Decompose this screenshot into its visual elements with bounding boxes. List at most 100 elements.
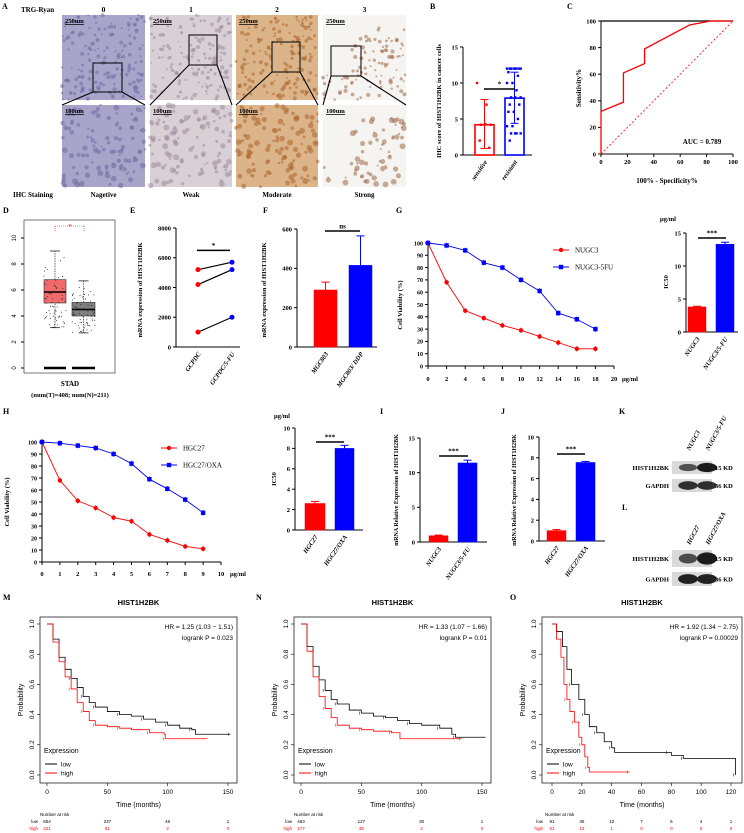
tissue-texture: [322, 81, 327, 86]
tissue-texture: [353, 171, 358, 176]
tissue-texture: [149, 94, 154, 99]
data-point: [508, 139, 511, 142]
tissue-texture: [301, 20, 304, 23]
data-point: [183, 544, 188, 549]
panel-label: B: [430, 2, 436, 11]
tissue-texture: [177, 40, 180, 43]
tissue-texture: [136, 71, 141, 76]
tissue-texture: [284, 107, 290, 112]
tissue-texture: [155, 161, 162, 167]
y-tick-label: 100: [28, 440, 37, 446]
y-tick-label: 10: [417, 352, 423, 358]
tissue-texture: [350, 92, 355, 97]
tissue-texture: [372, 50, 375, 53]
data-point: [509, 67, 513, 70]
tissue-texture: [401, 54, 404, 57]
tissue-texture: [241, 63, 245, 66]
zoom-connector-line: [235, 71, 273, 106]
tissue-texture: [229, 131, 232, 134]
tissue-texture: [215, 139, 218, 142]
tissue-texture: [218, 180, 225, 187]
bar-0: [304, 503, 326, 531]
tissue-texture: [227, 21, 231, 26]
tissue-texture: [164, 136, 170, 141]
tissue-texture: [116, 55, 121, 60]
y-tick-label: 0.6: [29, 680, 36, 689]
jitter-point: [49, 292, 51, 294]
tissue-texture: [264, 50, 267, 54]
tissue-texture: [194, 72, 199, 77]
tissue-texture: [249, 106, 253, 110]
y-tick-label: 0: [593, 151, 596, 158]
data-point: [508, 67, 511, 70]
tissue-texture: [70, 41, 75, 45]
tissue-texture: [364, 72, 368, 76]
tissue-texture: [244, 33, 247, 36]
tissue-texture: [273, 34, 276, 38]
y-tick-label: 0.0: [531, 770, 538, 779]
tissue-texture: [272, 27, 276, 31]
jitter-point: [56, 287, 58, 289]
tissue-texture: [168, 157, 172, 160]
jitter-point: [92, 312, 94, 314]
jitter-point: [61, 316, 63, 318]
tissue-texture: [82, 145, 88, 151]
y-tick-label: 60: [417, 291, 423, 297]
tissue-texture: [178, 118, 184, 124]
tissue-texture: [172, 127, 178, 134]
tissue-texture: [221, 46, 225, 51]
tissue-texture: [269, 20, 273, 24]
jitter-point: [87, 310, 89, 312]
data-point: [513, 67, 517, 70]
tissue-texture: [111, 32, 115, 36]
y-tick-label: 2000: [158, 315, 171, 322]
tissue-texture: [199, 125, 203, 129]
data-point: [93, 505, 98, 511]
tissue-texture: [112, 165, 115, 168]
plot-title: HIST1H2BK: [118, 598, 160, 607]
tissue-texture: [251, 115, 257, 121]
y-tick-label: 0.8: [531, 649, 538, 658]
tissue-texture: [214, 28, 219, 33]
tissue-texture: [169, 56, 172, 59]
tissue-texture: [70, 67, 73, 70]
protein-band: [678, 481, 698, 490]
tissue-texture: [258, 49, 261, 52]
tissue-texture: [110, 175, 117, 182]
tissue-texture: [197, 14, 200, 17]
x-tick-label: 3: [94, 571, 98, 578]
survival-curve-high: [301, 623, 462, 740]
tissue-texture: [246, 62, 249, 65]
tissue-texture: [86, 135, 89, 139]
y-tick-label: 10: [31, 548, 37, 554]
tissue-texture: [253, 24, 258, 29]
tissue-texture: [402, 92, 407, 97]
tissue-texture: [150, 135, 156, 141]
tissue-texture: [95, 70, 99, 75]
tissue-texture: [401, 44, 404, 47]
bar-0: [428, 535, 449, 543]
y-axis-label: IHC score of HIST1H2BK in cancer cells: [436, 44, 443, 158]
tissue-texture: [249, 44, 253, 48]
y-tick-label: 0: [531, 538, 534, 545]
data-point: [200, 510, 206, 515]
jitter-point: [82, 296, 84, 298]
plot-title: HIST1H2BK: [372, 598, 414, 607]
tissue-texture: [227, 87, 230, 90]
tissue-texture: [127, 171, 130, 174]
tissue-texture: [123, 44, 127, 48]
tissue-texture: [218, 84, 223, 89]
y-tick-label: 50: [417, 303, 423, 309]
jitter-point: [84, 324, 86, 326]
plot-title: HIST1H2BK: [621, 598, 663, 607]
hazard-ratio-label: HR = 1.25 (1.03 − 1.51): [165, 624, 233, 631]
tissue-texture: [102, 83, 105, 87]
tissue-texture: [64, 21, 68, 25]
tissue-texture: [270, 81, 274, 86]
x-tick-label: 0: [299, 789, 303, 796]
jitter-point: [73, 306, 75, 308]
jitter-point: [94, 319, 96, 321]
tissue-texture: [217, 16, 222, 21]
jitter-point: [87, 304, 89, 306]
